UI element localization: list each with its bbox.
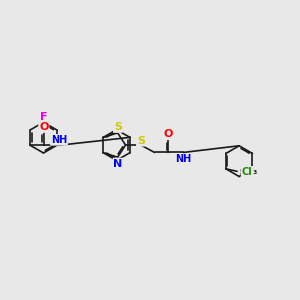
Text: N: N (113, 159, 123, 169)
Text: NH: NH (175, 154, 191, 164)
Text: O: O (164, 129, 173, 139)
Text: S: S (114, 122, 122, 132)
Text: Cl: Cl (242, 167, 252, 177)
Text: O: O (39, 122, 49, 132)
Text: S: S (137, 136, 145, 146)
Text: NH: NH (51, 135, 67, 145)
Text: CH₃: CH₃ (240, 167, 258, 176)
Text: F: F (40, 112, 47, 122)
